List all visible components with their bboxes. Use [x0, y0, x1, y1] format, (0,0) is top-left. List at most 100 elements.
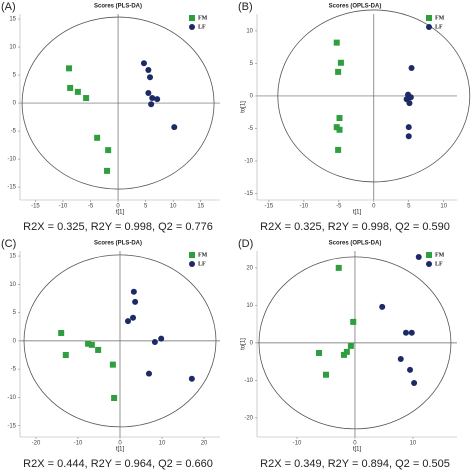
caption: R2X = 0.444, R2Y = 0.964, Q2 = 0.660 [23, 458, 213, 470]
point [145, 67, 152, 74]
legend-swatch [426, 252, 432, 258]
legend-label: LF [198, 24, 206, 30]
chart-title: Scores (PLS-DA) [94, 241, 142, 247]
y-tick-label: -5 [11, 367, 17, 373]
legend-swatch [426, 24, 432, 30]
y-tick-label: -15 [7, 423, 16, 429]
x-tick-label: 0 [372, 204, 376, 210]
point [415, 254, 422, 260]
y-tick-label: 15 [9, 254, 16, 260]
legend-label: FM [435, 15, 445, 21]
y-tick-label: 5 [13, 310, 17, 316]
x-tick-label: -10 [293, 441, 302, 447]
legend-swatch [189, 15, 195, 21]
point [67, 84, 74, 91]
panel-label: (D) [238, 238, 253, 250]
y-tick-label: -10 [244, 159, 253, 165]
y-tick-label: 0 [250, 94, 254, 100]
point [149, 95, 156, 102]
x-tick-label: 10 [410, 441, 417, 447]
point [94, 134, 101, 141]
point [58, 329, 65, 336]
x-axis-label: t[1] [116, 447, 125, 453]
point [66, 65, 73, 72]
legend-label: LF [435, 261, 443, 267]
x-tick-label: 20 [201, 441, 208, 447]
x-tick-label: 0 [116, 204, 120, 210]
y-tick-label: 5 [250, 61, 254, 67]
y-tick-label: 20 [246, 265, 253, 271]
point [335, 68, 342, 75]
x-tick-label: 10 [440, 204, 447, 210]
chart-title: Scores (OPLS-DA) [329, 241, 382, 247]
legend-swatch [189, 24, 195, 30]
point [148, 101, 155, 108]
point [337, 59, 344, 66]
point [406, 100, 413, 107]
legend-label: FM [198, 15, 208, 21]
point [335, 146, 342, 153]
panel: -20 -10 0 10 20 -15 -10 -5 0 5 10 15 FM LF Scores (PLS… [1, 238, 220, 470]
y-tick-label: -10 [7, 395, 16, 401]
point [145, 89, 152, 96]
x-tick-label: 10 [170, 204, 177, 210]
point [151, 339, 158, 346]
y-tick-label: 5 [13, 73, 17, 79]
x-axis-label: t[1] [353, 447, 362, 453]
x-tick-label: -20 [32, 441, 41, 447]
point [132, 298, 139, 305]
panel-label: (B) [238, 1, 253, 13]
point [74, 88, 81, 95]
y-axis-label: to[1] [241, 338, 247, 350]
point [140, 60, 147, 67]
point [124, 318, 131, 325]
panel: -15 -10 -5 0 5 10 -15 -10 -5 0 5 10 FM LF Scores (OPLS… [238, 1, 471, 233]
point [397, 356, 404, 362]
x-tick-label: 5 [407, 204, 411, 210]
y-axis-label: to[1] [241, 101, 247, 113]
legend-label: FM [198, 252, 208, 258]
legend-label: LF [435, 24, 443, 30]
point [405, 124, 412, 131]
x-tick-label: 10 [159, 441, 166, 447]
chart-title: Scores (OPLS-DA) [329, 4, 382, 10]
panel-label: (A) [1, 1, 16, 13]
y-tick-label: -15 [244, 191, 253, 197]
y-tick-label: 15 [9, 17, 16, 23]
y-tick-label: -15 [7, 185, 16, 191]
caption: R2X = 0.325, R2Y = 0.998, Q2 = 0.776 [23, 221, 213, 233]
legend-swatch [189, 261, 195, 267]
caption: R2X = 0.325, R2Y = 0.998, Q2 = 0.590 [260, 221, 450, 233]
point [336, 115, 343, 122]
point [158, 335, 165, 342]
caption: R2X = 0.349, R2Y = 0.894, Q2 = 0.505 [260, 458, 450, 470]
point [407, 366, 414, 373]
point [130, 288, 137, 295]
point [147, 74, 154, 81]
point [336, 126, 343, 133]
x-tick-label: 5 [144, 204, 148, 210]
point [322, 371, 329, 378]
y-tick-label: -5 [11, 129, 17, 135]
point [333, 39, 340, 46]
x-axis-label: t[1] [116, 210, 125, 216]
point [402, 329, 409, 336]
point [379, 303, 386, 310]
point [111, 394, 118, 401]
point [411, 380, 418, 386]
x-tick-label: 0 [118, 441, 122, 447]
y-tick-label: 10 [9, 282, 16, 288]
y-tick-label: 0 [13, 338, 17, 344]
chart-title: Scores (PLS-DA) [94, 4, 142, 10]
x-tick-label: -5 [88, 204, 94, 210]
point [347, 342, 354, 349]
x-tick-label: -10 [59, 204, 68, 210]
legend-label: FM [435, 252, 445, 258]
x-axis-label: t[1] [353, 210, 362, 216]
y-tick-label: 10 [9, 45, 16, 51]
point [408, 64, 415, 71]
y-tick-label: 0 [250, 340, 254, 346]
x-tick-label: -15 [31, 204, 40, 210]
x-tick-label: -10 [300, 204, 309, 210]
